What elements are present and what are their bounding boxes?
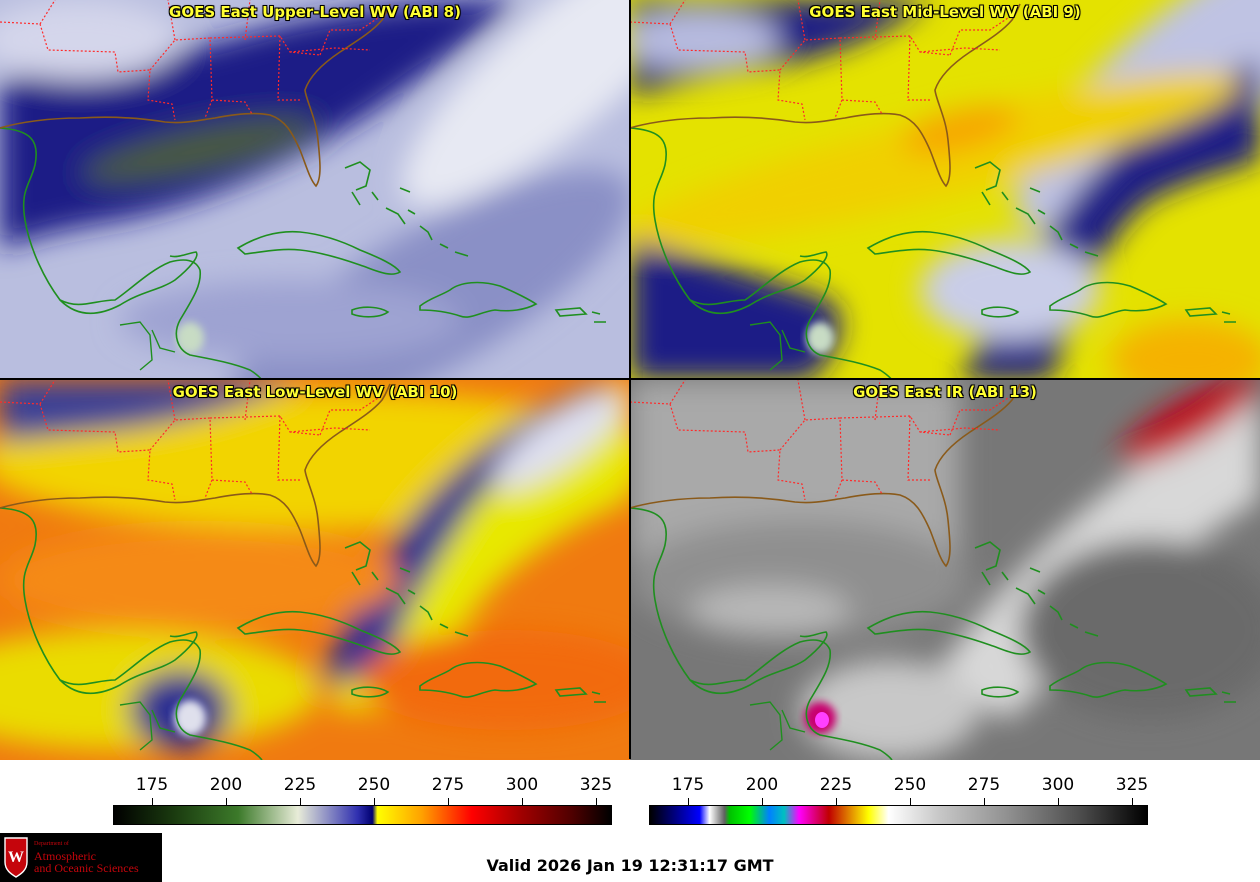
ir-tick-label: 250 [893, 775, 927, 795]
wv-tick [448, 798, 449, 806]
uw-shield-icon: W [4, 837, 28, 878]
wv-tick-label: 175 [135, 775, 169, 795]
ir-tick [1132, 798, 1133, 806]
ir-tick [762, 798, 763, 806]
wv-colorbar [113, 805, 612, 825]
wv-tick [596, 798, 597, 806]
panel-title: GOES East IR (ABI 13) [853, 383, 1037, 401]
ir-colorbar [649, 805, 1148, 825]
wv-tick [374, 798, 375, 806]
wv-tick [226, 798, 227, 806]
wv-tick-label: 200 [209, 775, 243, 795]
panel-low-level-wv: GOES East Low-Level WV (ABI 10) [0, 380, 630, 760]
ir-image [630, 380, 1260, 760]
panel-title: GOES East Upper-Level WV (ABI 8) [169, 3, 461, 21]
ir-tick-label: 175 [671, 775, 705, 795]
mid-level-wv-image [630, 0, 1260, 380]
wv-tick-label: 300 [505, 775, 539, 795]
ir-tick [688, 798, 689, 806]
valid-time: Valid 2026 Jan 19 12:31:17 GMT [486, 856, 774, 875]
ir-tick [836, 798, 837, 806]
ir-tick-label: 275 [967, 775, 1001, 795]
panel-divider-horizontal [0, 378, 1260, 380]
panel-ir: GOES East IR (ABI 13) [630, 380, 1260, 760]
ir-tick [984, 798, 985, 806]
panel-mid-level-wv: GOES East Mid-Level WV (ABI 9) [630, 0, 1260, 380]
upper-level-wv-image [0, 0, 630, 380]
panel-title: GOES East Mid-Level WV (ABI 9) [809, 3, 1081, 21]
wv-tick-label: 250 [357, 775, 391, 795]
ir-tick-label: 325 [1115, 775, 1149, 795]
ir-tick-label: 225 [819, 775, 853, 795]
wv-tick [152, 798, 153, 806]
wv-tick-label: 325 [579, 775, 613, 795]
logo-line-1: Atmospheric [34, 849, 96, 863]
ir-tick [910, 798, 911, 806]
ir-tick-label: 200 [745, 775, 779, 795]
low-level-wv-image [0, 380, 630, 760]
wv-tick [522, 798, 523, 806]
panel-upper-level-wv: GOES East Upper-Level WV (ABI 8) [0, 0, 630, 380]
wv-tick [300, 798, 301, 806]
logo-dept-text: Department of [34, 841, 69, 847]
wv-tick-label: 225 [283, 775, 317, 795]
svg-text:W: W [8, 849, 24, 866]
ir-tick [1058, 798, 1059, 806]
panel-title: GOES East Low-Level WV (ABI 10) [172, 383, 458, 401]
aos-logo: W Department of Atmospheric and Oceanic … [0, 833, 162, 882]
ir-tick-label: 300 [1041, 775, 1075, 795]
logo-line-2: and Oceanic Sciences [34, 861, 139, 875]
wv-tick-label: 275 [431, 775, 465, 795]
